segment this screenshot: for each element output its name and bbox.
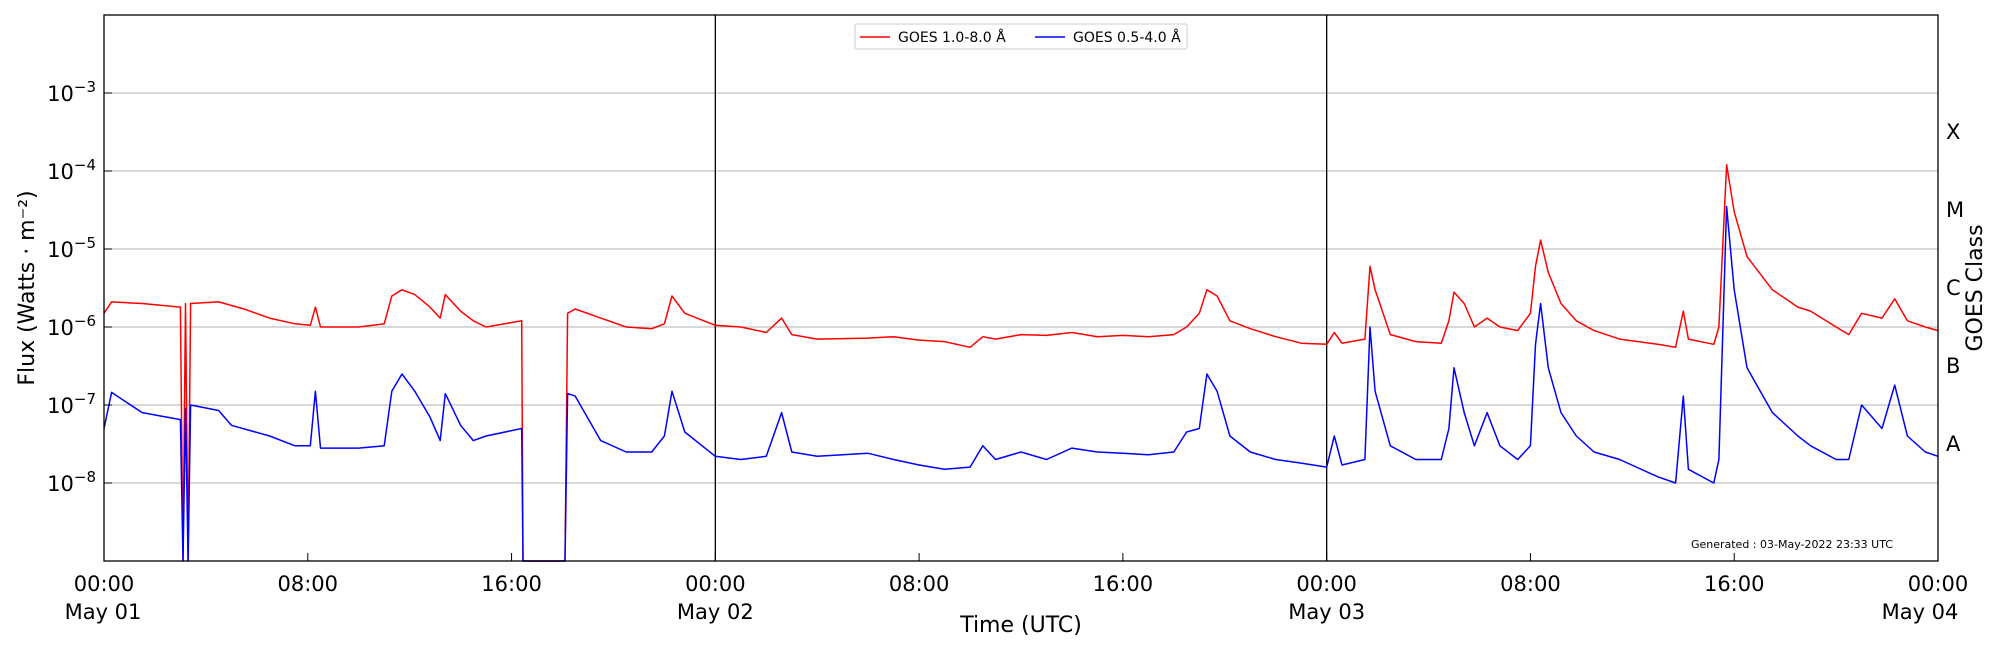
- y-tick-label: 10−8: [47, 468, 96, 496]
- legend-box: [854, 23, 1188, 50]
- x-tick-label-time: 00:00: [1908, 572, 1969, 596]
- legend: GOES 1.0-8.0 Å GOES 0.5-4.0 Å: [854, 23, 1188, 50]
- series-line-long-wavelength: [103, 164, 1939, 562]
- goes-class-label: B: [1946, 354, 1960, 378]
- y-tick-label: 10−5: [47, 234, 96, 262]
- goes-class-label: M: [1946, 198, 1964, 222]
- x-axis-title: Time (UTC): [959, 613, 1082, 638]
- x-tick-label-time: 00:00: [1296, 572, 1357, 596]
- goes-class-label: C: [1946, 276, 1961, 300]
- x-tick-label-time: 08:00: [1500, 572, 1561, 596]
- x-tick-label-time: 08:00: [889, 572, 950, 596]
- grid-lines: [104, 92, 1938, 484]
- y-axis-title: Flux (Watts · m⁻²): [15, 190, 40, 385]
- generated-annotation: Generated : 03-May-2022 23:33 UTC: [1691, 538, 1893, 551]
- x-tick-label-time: 16:00: [481, 572, 542, 596]
- x-tick-label-time: 00:00: [74, 572, 135, 596]
- plot-frame: [103, 14, 1939, 562]
- y-axis-ticks: 10−8 10−7 10−6 10−5 10−4 10−3: [47, 78, 112, 496]
- y-tick-label: 10−6: [47, 312, 96, 340]
- y-axis-right-title: GOES Class: [1963, 224, 1988, 351]
- x-tick-label-date: May 01: [65, 600, 142, 624]
- x-tick-label-date: May 04: [1882, 600, 1959, 624]
- series-layer: [103, 164, 1939, 562]
- goes-class-label: X: [1946, 120, 1960, 144]
- legend-label-short: GOES 0.5-4.0 Å: [1073, 29, 1181, 46]
- goes-class-labels: A B C M X: [1946, 120, 1964, 456]
- y-tick-label: 10−3: [47, 78, 96, 106]
- series-line-short-wavelength: [103, 205, 1939, 562]
- goes-class-label: A: [1946, 432, 1961, 456]
- x-tick-label-time: 16:00: [1704, 572, 1765, 596]
- x-tick-label-time: 00:00: [685, 572, 746, 596]
- legend-label-long: GOES 1.0-8.0 Å: [898, 29, 1006, 46]
- y-tick-label: 10−4: [47, 156, 96, 184]
- x-tick-label-time: 08:00: [278, 572, 339, 596]
- x-tick-label-time: 16:00: [1093, 572, 1154, 596]
- x-axis-ticks: 00:00 May 01 08:00 16:00 00:00 May 02 08:00 16:…: [65, 553, 1969, 624]
- x-tick-label-date: May 03: [1288, 600, 1365, 624]
- day-boundary-lines: [714, 15, 1328, 561]
- x-tick-label-date: May 02: [677, 600, 754, 624]
- y-tick-label: 10−7: [47, 390, 96, 418]
